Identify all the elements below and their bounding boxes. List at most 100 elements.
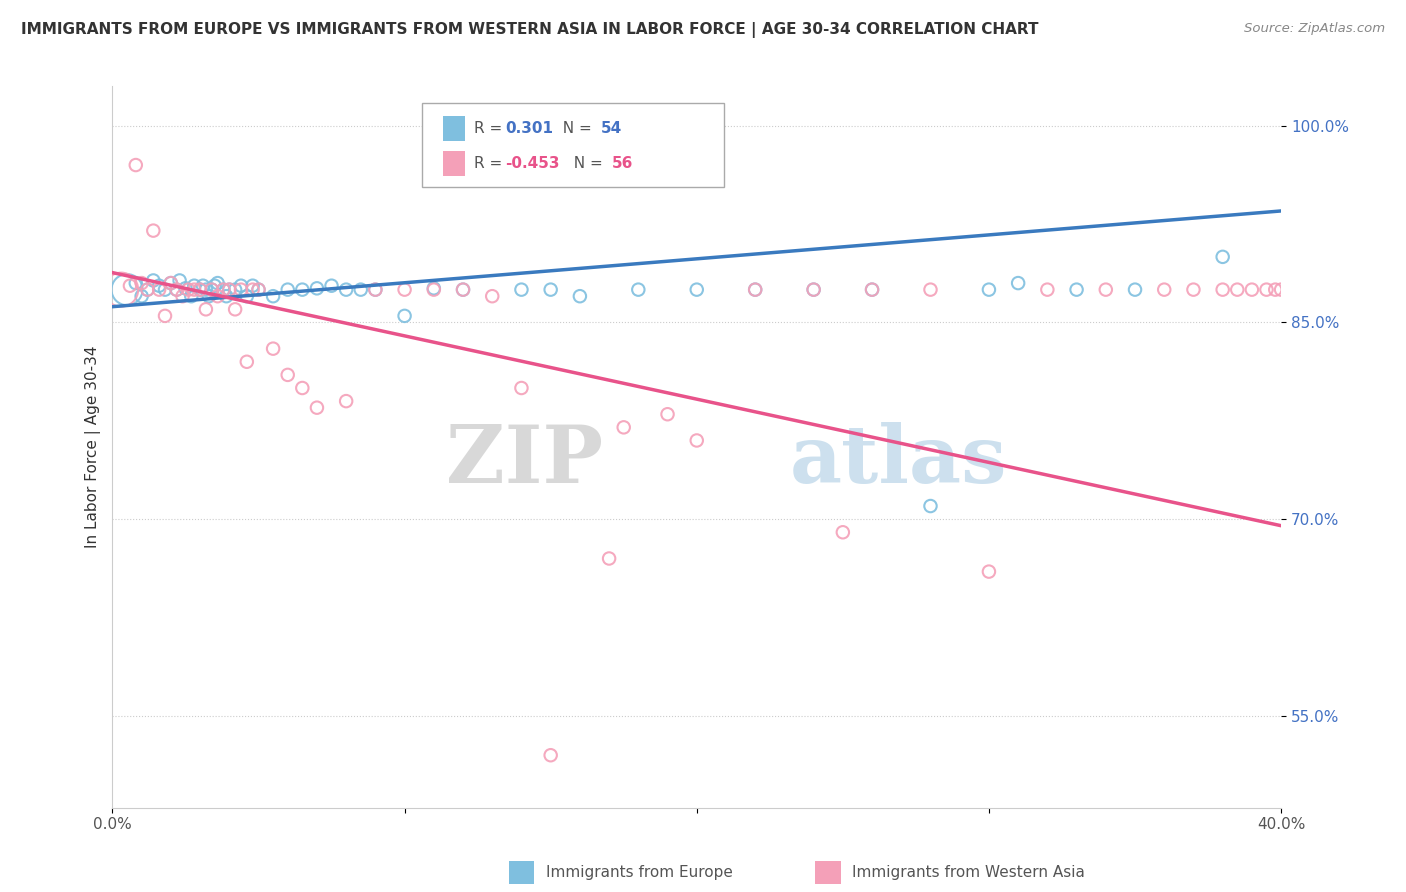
Point (510, 381, 533, 395)
Point (218, 283, 240, 297)
Point (1212, 250, 1234, 264)
Point (242, 278, 264, 293)
Point (262, 342, 284, 356)
Point (125, 276, 148, 290)
Point (229, 278, 252, 293)
Point (180, 289, 202, 303)
Text: R =: R = (474, 120, 508, 136)
Point (1007, 276, 1029, 290)
Point (224, 283, 246, 297)
Point (540, 748, 562, 763)
Point (423, 283, 446, 297)
Point (247, 283, 270, 297)
Point (686, 283, 709, 297)
Point (160, 276, 183, 290)
Point (177, 283, 200, 297)
Point (169, 273, 191, 287)
Point (335, 394, 357, 409)
Point (335, 283, 357, 297)
Text: N =: N = (564, 156, 607, 171)
Point (136, 283, 159, 297)
Point (142, 224, 165, 238)
Text: 0.301: 0.301 (505, 120, 553, 136)
Point (1264, 283, 1286, 297)
Point (183, 278, 205, 293)
Point (1270, 283, 1292, 297)
Text: R =: R = (474, 156, 508, 171)
Point (920, 283, 942, 297)
Point (110, 283, 132, 297)
Point (160, 276, 183, 290)
Point (148, 278, 170, 293)
Point (148, 283, 170, 297)
Point (481, 289, 503, 303)
Point (198, 289, 221, 303)
Point (744, 283, 766, 297)
Point (744, 283, 766, 297)
Point (305, 281, 328, 295)
Point (207, 289, 229, 303)
Text: ZIP: ZIP (446, 423, 603, 500)
Point (803, 283, 825, 297)
Text: 54: 54 (600, 120, 621, 136)
Point (218, 283, 240, 297)
Point (262, 289, 284, 303)
Point (568, 289, 591, 303)
Point (236, 355, 259, 369)
Point (136, 283, 159, 297)
Point (242, 283, 264, 297)
Point (166, 283, 188, 297)
Point (598, 551, 620, 566)
Point (212, 283, 235, 297)
Point (977, 283, 1000, 297)
Point (394, 309, 416, 323)
Point (236, 289, 259, 303)
Point (166, 283, 188, 297)
Point (131, 276, 153, 290)
Point (201, 283, 224, 297)
Point (174, 281, 197, 295)
Point (920, 499, 942, 513)
Text: Immigrants from Western Asia: Immigrants from Western Asia (852, 865, 1085, 880)
Point (188, 283, 211, 297)
Point (118, 278, 141, 293)
Point (321, 278, 343, 293)
Point (115, 283, 138, 297)
Point (831, 525, 853, 540)
Text: N =: N = (553, 120, 596, 136)
Point (394, 283, 416, 297)
Point (229, 283, 252, 297)
Text: IMMIGRANTS FROM EUROPE VS IMMIGRANTS FROM WESTERN ASIA IN LABOR FORCE | AGE 30-3: IMMIGRANTS FROM EUROPE VS IMMIGRANTS FRO… (21, 22, 1039, 38)
Point (191, 278, 214, 293)
Point (510, 283, 533, 297)
Point (657, 407, 679, 421)
Point (423, 281, 446, 295)
Point (350, 283, 373, 297)
Point (142, 273, 165, 287)
Point (977, 565, 1000, 579)
Point (183, 283, 205, 297)
Point (194, 283, 217, 297)
Point (291, 283, 314, 297)
Point (1036, 283, 1059, 297)
Point (540, 283, 562, 297)
Point (803, 283, 825, 297)
Point (860, 283, 883, 297)
Point (188, 283, 211, 297)
Text: Source: ZipAtlas.com: Source: ZipAtlas.com (1244, 22, 1385, 36)
Text: Immigrants from Europe: Immigrants from Europe (546, 865, 733, 880)
Point (364, 283, 387, 297)
Point (201, 283, 224, 297)
Point (481, 171, 503, 186)
Point (451, 283, 474, 297)
Point (1153, 283, 1175, 297)
Point (247, 283, 270, 297)
Point (613, 420, 636, 434)
Point (212, 283, 235, 297)
Text: atlas: atlas (790, 423, 1008, 500)
Point (1094, 283, 1116, 297)
Point (451, 283, 474, 297)
Point (172, 289, 194, 303)
Point (277, 283, 299, 297)
Point (364, 283, 387, 297)
